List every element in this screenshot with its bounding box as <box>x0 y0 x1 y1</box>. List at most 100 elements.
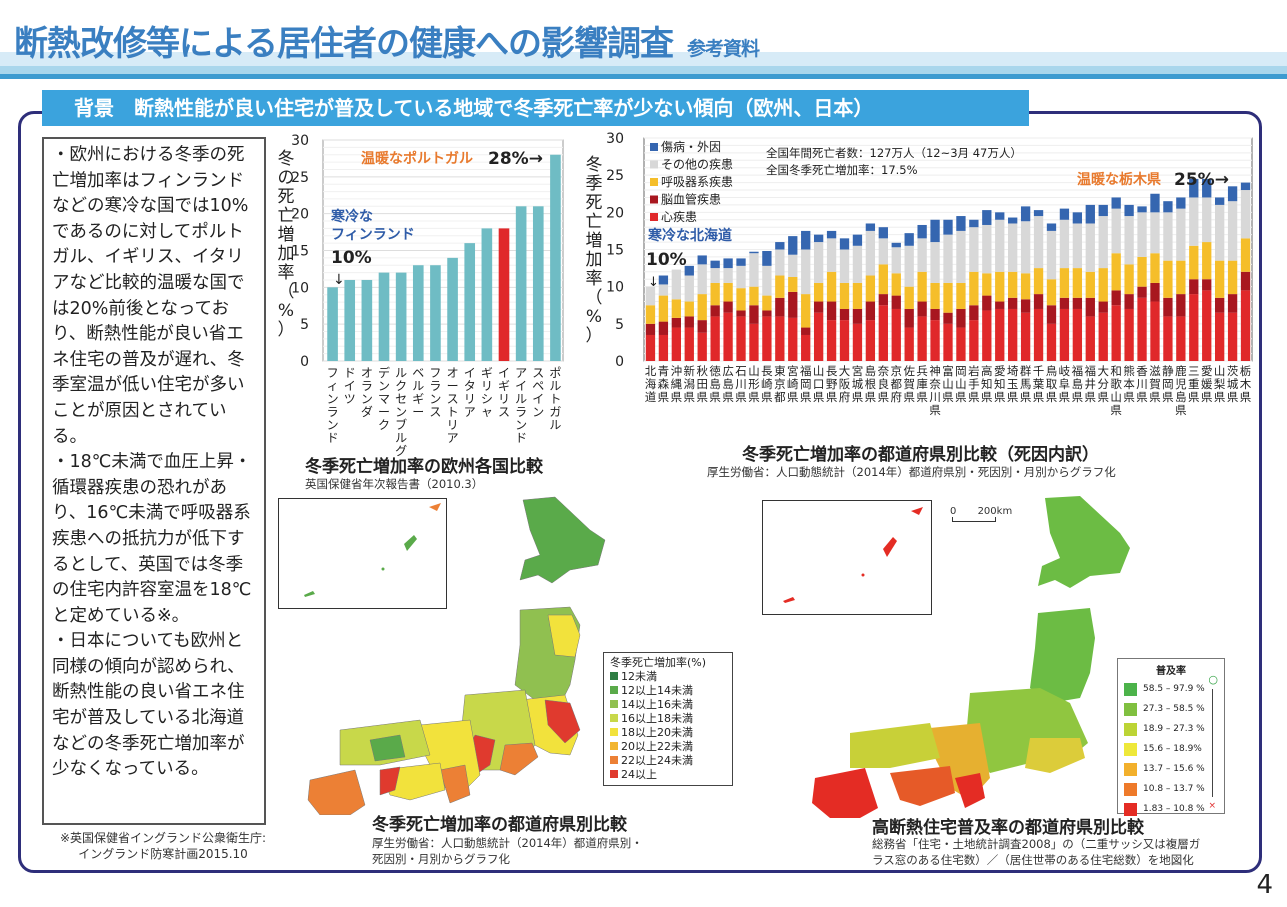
bar-segment-脳血管疾患-山形県 <box>749 305 759 324</box>
legend-arrow-line <box>1212 689 1213 797</box>
x-tick-label-char: 良 <box>878 377 890 391</box>
x-tick-label-char: 岡 <box>800 377 812 391</box>
bar-segment-その他の疾患-奈良県 <box>878 238 888 265</box>
bar-segment-傷病・外因-鹿児島県 <box>1176 197 1186 209</box>
x-tick-label-char: 石 <box>735 364 747 378</box>
bar-segment-傷病・外因-長崎県 <box>762 250 772 266</box>
bar-segment-その他の疾患-東京都 <box>775 249 785 276</box>
map2-legend: 普及率 58.5 – 97.9 % 27.3 – 58.5 % 18.9 – 27.… <box>1117 658 1225 816</box>
kinki-south-shape <box>955 773 985 808</box>
x-tick-label-char: ル <box>549 418 561 432</box>
bar-segment-心疾患-栃木県 <box>1240 290 1251 361</box>
y-tick-label: 0 <box>300 354 309 370</box>
y-axis-label-char: 死 <box>278 187 295 207</box>
x-tick-label-char: 県 <box>813 390 825 404</box>
legend-swatch <box>650 160 658 169</box>
bar-アイルランド <box>515 206 527 361</box>
map1-legend-item: 22以上24未満 <box>610 754 726 768</box>
x-tick-label-char: 県 <box>1201 390 1213 404</box>
bar-segment-心疾患-福岡県 <box>801 334 811 361</box>
bar-segment-呼吸器系疾患-山口県 <box>813 282 824 302</box>
x-tick-label-char: 県 <box>1020 390 1032 404</box>
annotation-portugal-value: 28%→ <box>488 149 543 169</box>
x-tick-label-char: 川 <box>1136 377 1148 391</box>
bar-segment-その他の疾患-栃木県 <box>1240 190 1251 239</box>
map1-legend-item: 16以上18未満 <box>610 712 726 726</box>
bar-segment-傷病・外因-茨城県 <box>1227 186 1238 202</box>
bar-segment-心疾患-宮崎県 <box>788 317 798 361</box>
bar-segment-傷病・外因-新潟県 <box>684 265 694 276</box>
bar-segment-傷病・外因-大分県 <box>1098 204 1108 217</box>
x-tick-label-char: 井 <box>1085 377 1097 391</box>
bar-segment-脳血管疾患-長野県 <box>826 301 837 321</box>
bar-segment-脳血管疾患-長崎県 <box>762 310 772 317</box>
x-tick-label-char: 県 <box>709 390 721 404</box>
x-tick-label-char: 東 <box>774 364 786 378</box>
map2-legend-item: 27.3 – 58.5 % <box>1124 699 1218 719</box>
bar-segment-心疾患-富山県 <box>943 323 953 361</box>
bar-segment-脳血管疾患-兵庫県 <box>917 301 927 317</box>
bar-segment-その他の疾患-徳島県 <box>710 268 720 283</box>
x-tick-label-char: ク <box>378 418 390 432</box>
map2-legend-item: 58.5 – 97.9 % <box>1124 679 1218 699</box>
bar-segment-呼吸器系疾患-鳥取県 <box>1046 279 1057 306</box>
x-tick-label-char: 田 <box>696 377 708 391</box>
bar-segment-その他の疾患-岡山県 <box>956 230 966 283</box>
x-tick-label-char: 県 <box>1007 390 1019 404</box>
x-tick-label-char: ル <box>395 366 407 380</box>
bar-segment-脳血管疾患-宮崎県 <box>788 291 798 318</box>
x-tick-label-char: ン <box>515 418 527 432</box>
bar-segment-呼吸器系疾患-三重県 <box>1189 245 1199 280</box>
x-tick-label-char: 森 <box>658 377 670 391</box>
bar-segment-脳血管疾患-福井県 <box>1085 297 1095 317</box>
bar-segment-呼吸器系疾患-佐賀県 <box>904 286 914 309</box>
y-tick-label: 20 <box>291 207 309 223</box>
bar-segment-脳血管疾患-岡山県 <box>956 308 966 328</box>
bar-segment-その他の疾患-京都府 <box>891 247 901 274</box>
shikoku-shape <box>890 766 955 806</box>
x-tick-label-char: ー <box>412 405 424 419</box>
header-band-light <box>0 52 1287 66</box>
x-tick-label-char: 北 <box>645 364 657 378</box>
bar-segment-傷病・外因-奈良県 <box>878 227 888 239</box>
y-axis-label-char: （ <box>586 288 603 308</box>
japan-map-insulation <box>812 496 1130 818</box>
bar-segment-心疾患-岩手県 <box>969 320 979 361</box>
bar-segment-呼吸器系疾患-愛媛県 <box>1202 242 1212 280</box>
x-tick-label-char: 山 <box>748 364 760 378</box>
bar-segment-脳血管疾患-東京都 <box>775 297 785 317</box>
bar-segment-心疾患-大分県 <box>1098 312 1108 361</box>
hokkaido-shape <box>519 496 606 584</box>
bar-segment-傷病・外因-香川県 <box>1137 206 1147 213</box>
bar-segment-心疾患-東京都 <box>775 316 785 361</box>
iwate-shape <box>547 614 581 658</box>
page-subtitle: 参考資料 <box>686 38 760 60</box>
x-tick-label-char: 県 <box>1097 390 1109 404</box>
x-tick-label-char: 沖 <box>671 364 683 378</box>
bar-segment-脳血管疾患-香川県 <box>1137 286 1147 298</box>
legend-swatch <box>610 742 618 750</box>
annotation-tochigi: 温暖な栃木県 <box>1077 171 1161 188</box>
bar-segment-呼吸器系疾患-和歌山県 <box>1111 253 1121 291</box>
bar-segment-脳血管疾患-新潟県 <box>684 316 694 328</box>
x-tick-label-char: ト <box>447 405 459 419</box>
legend-label: 14以上16未満 <box>621 698 693 711</box>
bar-segment-心疾患-沖縄県 <box>671 327 681 361</box>
japan-chart-source: 厚生労働省：人口動態統計（2014年）都道府県別・死因別・月別からグラフ化 <box>707 465 1116 479</box>
map2-source: 総務省「住宅・土地統計調査2008」の（二重サッシ又は複層ガ ラス窓のある住宅数… <box>872 836 1200 868</box>
bar-segment-脳血管疾患-鳥取県 <box>1046 305 1057 324</box>
y-tick-label: 25 <box>606 168 624 184</box>
map2-legend-item: 1.83 – 10.8 % <box>1124 799 1218 819</box>
bar-segment-心疾患-福島県 <box>1072 308 1083 361</box>
x-tick-label-char: 奈 <box>929 377 941 391</box>
legend-swatch <box>650 195 658 204</box>
x-tick-label-char: ー <box>378 405 390 419</box>
x-tick-label-char: 滋 <box>1149 364 1161 378</box>
bar-segment-傷病・外因-和歌山県 <box>1111 197 1121 209</box>
x-tick-label-char: ン <box>361 392 373 406</box>
x-tick-label-char: 島 <box>865 364 877 378</box>
map1-legend-item: 14以上16未満 <box>610 698 726 712</box>
legend-swatch <box>610 728 618 736</box>
legend-label: 15.6 – 18.9% <box>1143 744 1202 754</box>
map2-source-line: ラス窓のある住宅数）／（居住世帯のある住宅総数）を地図化 <box>872 853 1194 867</box>
